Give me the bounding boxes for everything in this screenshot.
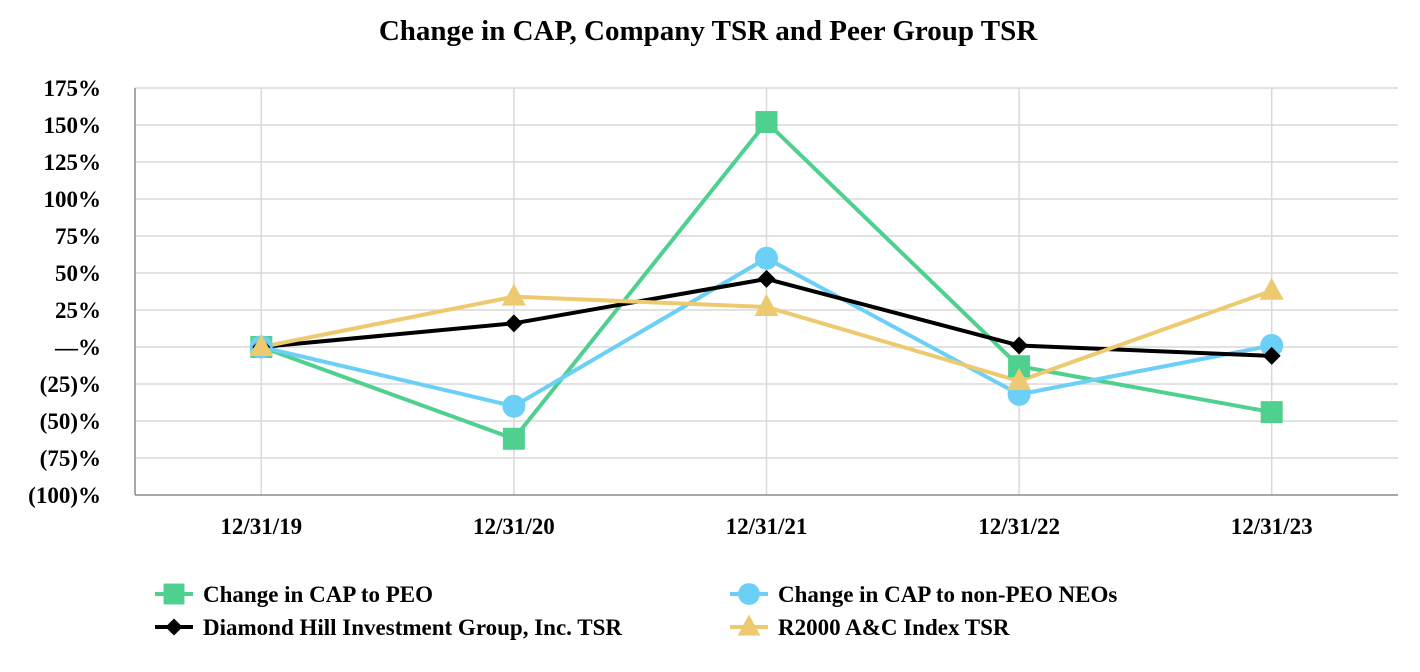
x-tick-label: 12/31/22 (978, 514, 1060, 539)
series-3-point (1010, 336, 1029, 355)
legend-label: Change in CAP to PEO (203, 582, 433, 607)
legend-label: R2000 A&C Index TSR (778, 615, 1010, 640)
legend-item: Diamond Hill Investment Group, Inc. TSR (155, 615, 622, 640)
legend-swatch-marker (163, 583, 185, 605)
series-2-point (755, 246, 778, 270)
y-tick-label: (75)% (40, 446, 101, 471)
y-tick-label: (100)% (28, 483, 101, 508)
x-tick-label: 12/31/20 (473, 514, 555, 539)
series-1-point (1260, 401, 1283, 424)
y-tick-label: (50)% (40, 409, 101, 434)
x-axis-tick-labels: 12/31/19 12/31/20 12/31/21 12/31/22 12/31/23 (220, 514, 1312, 539)
series-3-point (757, 269, 776, 288)
series-markers (249, 111, 1284, 450)
x-tick-label: 12/31/23 (1231, 514, 1313, 539)
axes (134, 88, 1398, 496)
y-tick-label: 100% (44, 187, 102, 212)
series-3-point (1262, 346, 1281, 365)
y-tick-label: 150% (44, 113, 102, 138)
y-axis-tick-labels: 175% 150% 125% 100% 75% 50% 25% —% (25)% (50)% (75… (28, 76, 101, 508)
y-tick-label: 50% (55, 261, 101, 286)
series-2-point (502, 394, 526, 418)
series-1-point (755, 111, 778, 134)
series-1-point (502, 427, 525, 450)
gridlines (135, 87, 1398, 495)
legend: Change in CAP to PEO Change in CAP to non… (155, 582, 1117, 640)
legend-swatch-marker (165, 618, 183, 636)
series-1-point (1008, 355, 1031, 378)
series-4-point (1259, 277, 1284, 300)
series-4-point (501, 283, 526, 306)
y-tick-label: 125% (44, 150, 102, 175)
legend-item: Change in CAP to non-PEO NEOs (730, 582, 1117, 607)
series-4-point (1007, 368, 1032, 391)
chart-title: Change in CAP, Company TSR and Peer Grou… (379, 15, 1038, 47)
y-tick-label: —% (54, 335, 101, 360)
y-tick-label: 75% (55, 224, 101, 249)
legend-label: Diamond Hill Investment Group, Inc. TSR (203, 615, 622, 640)
series-4-point (249, 334, 274, 356)
y-tick-label: (25)% (40, 372, 101, 397)
series-2-point (1260, 334, 1284, 358)
y-tick-label: 25% (55, 298, 101, 323)
y-tick-label: 175% (44, 76, 102, 101)
x-tick-label: 12/31/19 (220, 514, 302, 539)
legend-swatch-marker (737, 614, 761, 636)
legend-item: R2000 A&C Index TSR (730, 614, 1010, 640)
series-4-point (754, 294, 779, 317)
legend-swatch-marker (738, 583, 760, 605)
series-3-point (504, 314, 523, 333)
legend-label: Change in CAP to non-PEO NEOs (778, 582, 1117, 607)
legend-item: Change in CAP to PEO (155, 582, 433, 607)
x-tick-label: 12/31/21 (726, 514, 808, 539)
